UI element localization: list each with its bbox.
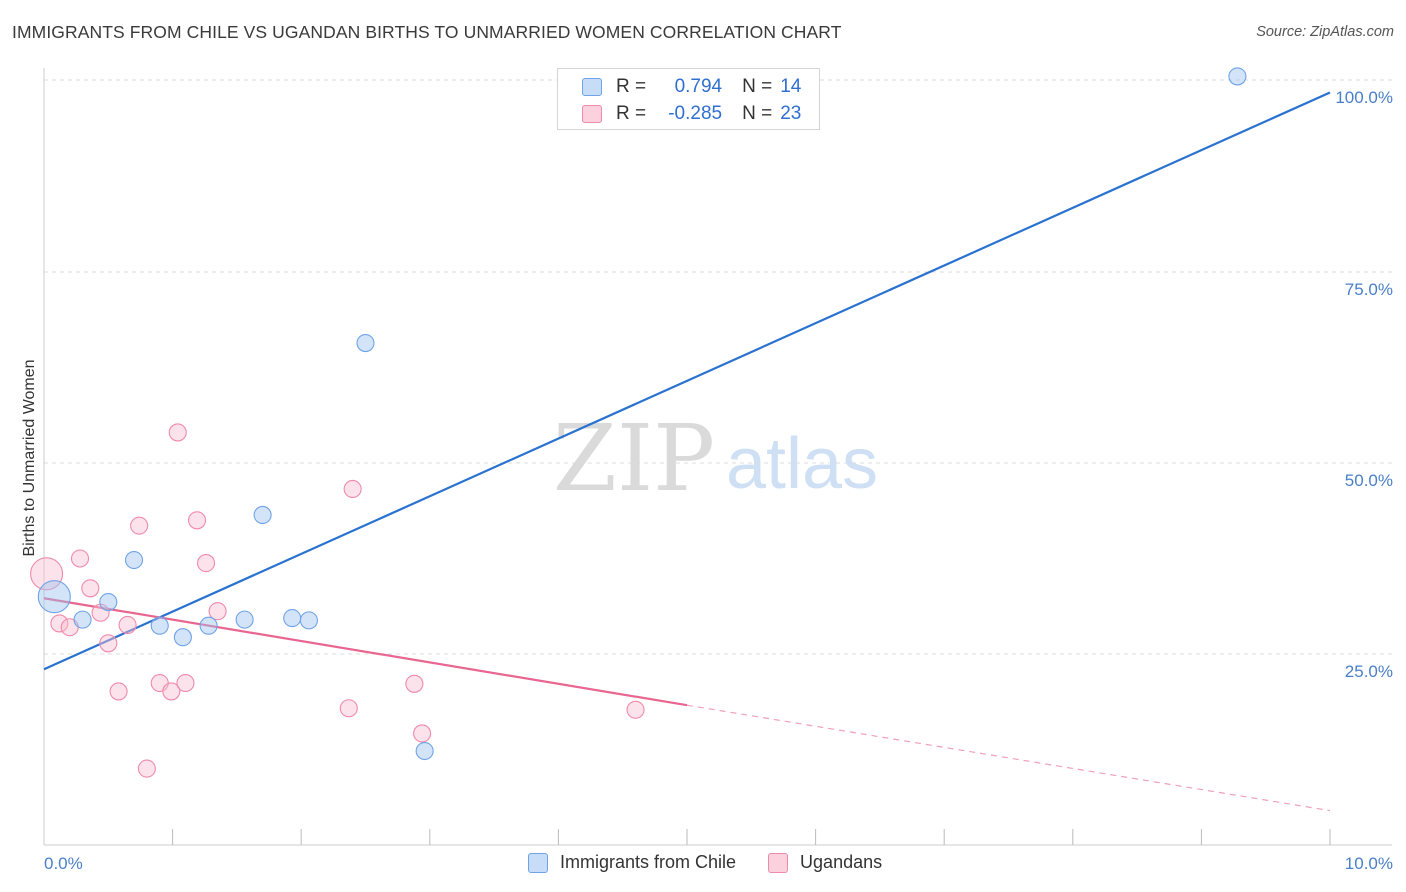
data-point-ugandans [30,557,64,591]
data-point-ugandans [81,579,100,598]
data-point-ugandans [208,602,227,621]
legend-n-value: 23 [780,103,802,124]
series-label-chile: Immigrants from Chile [560,852,737,872]
x-tick-label-start: 0.0% [44,854,83,873]
data-point-chile [124,550,144,570]
legend-row-ugandans: R = -0.285 N = 23 [582,102,801,126]
data-point-ugandans [99,634,118,653]
legend-r-value: -0.285 [668,103,723,124]
data-point-ugandans [168,423,187,442]
series-label-ugandans: Ugandans [800,852,883,872]
data-point-chile [356,334,375,353]
data-point-chile [150,616,169,635]
data-point-ugandans [109,682,128,701]
watermark: ZIP atlas [553,405,878,512]
data-point-ugandans [196,554,216,573]
tick-labels: 25.0% 50.0% 75.0% 100.0% 0.0% 10.0% [44,88,1393,873]
data-point-chile [199,616,218,635]
data-point-ugandans [187,511,207,530]
data-point-chile [99,592,118,612]
legend-r-value: 0.794 [674,76,723,97]
y-tick-label: 25.0% [1345,662,1393,681]
legend-n-label: N = [742,103,773,124]
y-tick-label: 50.0% [1345,471,1393,490]
legend-n-label: N = [742,76,773,97]
x-tick-label-end: 10.0% [1345,854,1393,873]
legend-r-label: R = [616,103,647,124]
legend-swatch-ugandans [582,105,602,123]
axes [43,68,1392,846]
legend-row-chile: R = 0.794 N = 14 [582,75,801,99]
data-point-chile [235,610,254,629]
data-point-chile [173,628,192,647]
data-point-ugandans [162,682,181,701]
watermark-zip: ZIP [553,405,715,512]
correlation-legend: R = 0.794 N = 14 R = -0.285 N = 23 [557,68,820,130]
data-point-ugandans [176,673,195,693]
data-point-chile [73,610,92,629]
series-legend: Immigrants from Chile Ugandans [528,852,914,873]
series-legend-chile: Immigrants from Chile [528,852,736,873]
y-axis-label: Births to Unmarried Women [21,359,38,556]
data-point-ugandans [405,674,424,693]
grid-lines [44,79,1392,655]
y-tick-label: 100.0% [1335,88,1393,107]
data-point-chile [283,609,302,628]
data-point-chile [37,580,71,614]
data-point-chile [1228,67,1247,86]
data-point-ugandans [130,516,149,535]
trend-line-ugandans-extension [686,704,1331,812]
trend-line-ugandans [43,597,688,707]
chart-title: IMMIGRANTS FROM CHILE VS UGANDAN BIRTHS … [12,22,842,42]
legend-swatch-chile [582,78,602,96]
data-point-ugandans [70,549,90,568]
data-point-ugandans [413,724,432,743]
data-points [30,67,1247,778]
legend-r-label: R = [616,76,647,97]
y-tick-label: 75.0% [1345,280,1393,299]
data-point-chile [415,741,434,761]
data-point-ugandans [118,615,137,635]
legend-n-value: 14 [780,76,802,97]
data-point-chile [299,611,318,630]
series-swatch-chile [528,852,548,873]
trend-line-chile [43,91,1331,671]
data-point-ugandans [137,759,156,778]
data-point-chile [253,505,272,525]
series-legend-ugandans: Ugandans [768,852,882,873]
data-point-ugandans [343,479,362,499]
data-point-ugandans [339,699,358,718]
data-point-ugandans [50,614,69,633]
watermark-atlas: atlas [726,424,878,504]
trend-lines [43,91,1331,812]
data-point-ugandans [626,700,645,719]
source-label: Source: ZipAtlas.com [1256,24,1394,40]
series-swatch-ugandans [768,852,789,873]
